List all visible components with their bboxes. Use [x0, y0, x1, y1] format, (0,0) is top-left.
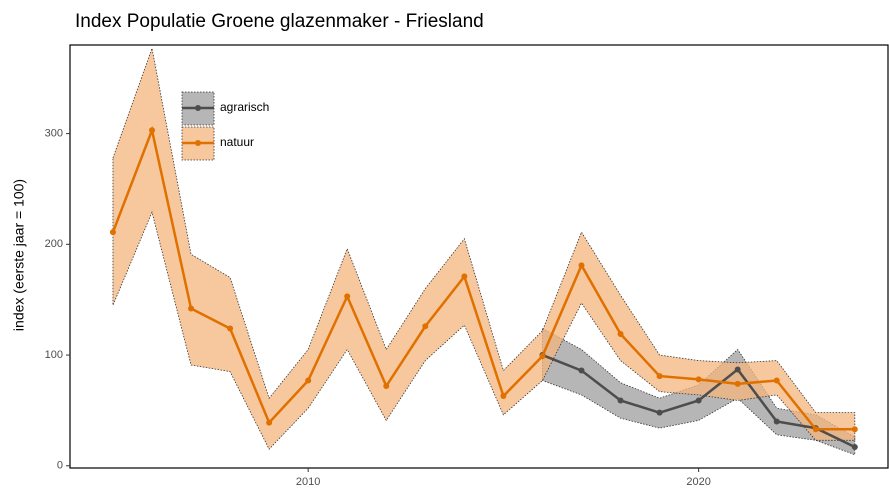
data-point — [227, 325, 234, 332]
data-point — [656, 409, 663, 416]
data-point — [695, 376, 702, 383]
data-point — [578, 262, 585, 269]
y-tick-label: 0 — [57, 460, 63, 472]
data-point — [812, 426, 819, 433]
chart-title: Index Populatie Groene glazenmaker - Fri… — [75, 11, 484, 32]
legend: agrarisch natuur — [181, 91, 269, 161]
y-tick-label: 100 — [45, 349, 63, 361]
data-point — [617, 397, 624, 404]
legend-label: agrarisch — [220, 100, 269, 114]
data-point — [851, 426, 858, 433]
y-tick-label: 300 — [45, 127, 63, 139]
data-point — [305, 377, 312, 384]
x-tick-label: 2020 — [686, 476, 710, 488]
legend-label: natuur — [220, 135, 254, 149]
data-point — [188, 305, 195, 312]
plot-frame — [69, 44, 889, 469]
data-point — [148, 127, 155, 134]
legend-key-point — [195, 140, 201, 146]
y-axis-label: index (eerste jaar = 100) — [11, 179, 27, 331]
x-tick-label: 2010 — [296, 476, 320, 488]
legend-key-point — [195, 105, 201, 111]
series-line — [111, 125, 855, 431]
data-point — [344, 293, 351, 300]
confidence-band — [112, 46, 856, 450]
data-point — [617, 331, 624, 338]
data-point — [109, 229, 116, 236]
data-point — [773, 418, 780, 425]
data-point — [695, 397, 702, 404]
data-point — [500, 393, 507, 400]
data-point — [383, 383, 390, 390]
data-point — [773, 377, 780, 384]
data-point — [656, 373, 663, 380]
y-tick-label: 200 — [45, 238, 63, 250]
data-point — [266, 419, 273, 426]
data-point — [734, 366, 741, 373]
data-point — [422, 323, 429, 330]
data-point — [539, 353, 546, 360]
data-point — [461, 273, 468, 280]
data-point — [851, 443, 858, 450]
data-point — [734, 380, 741, 387]
data-point — [578, 367, 585, 374]
